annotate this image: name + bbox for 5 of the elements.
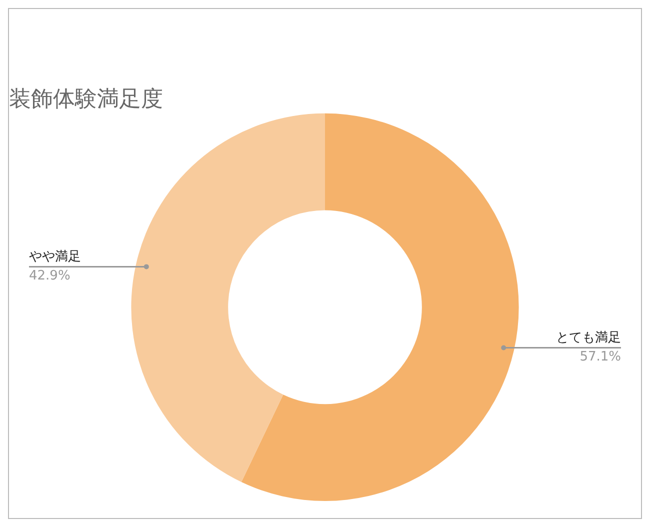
slice-label: やや満足 bbox=[29, 250, 81, 265]
chart-title: 装飾体験満足度 bbox=[9, 86, 163, 112]
slice-label: とても満足 bbox=[556, 330, 621, 346]
data-label: 57.1% bbox=[580, 350, 621, 365]
data-label: 42.9% bbox=[29, 268, 70, 284]
